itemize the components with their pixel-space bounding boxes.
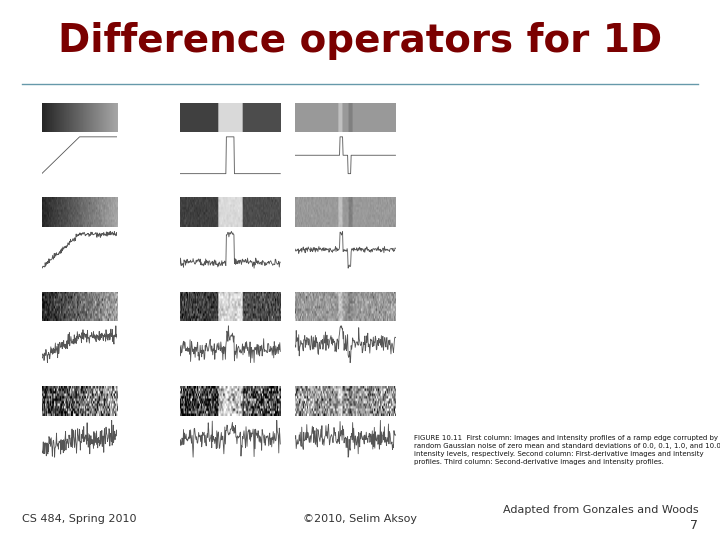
Text: Adapted from Gonzales and Woods: Adapted from Gonzales and Woods (503, 505, 698, 515)
Text: 7: 7 (690, 519, 698, 532)
Text: CS 484, Spring 2010: CS 484, Spring 2010 (22, 515, 136, 524)
Text: Difference operators for 1D: Difference operators for 1D (58, 22, 662, 59)
Text: FIGURE 10.11  First column: Images and intensity profiles of a ramp edge corrupt: FIGURE 10.11 First column: Images and in… (414, 435, 720, 465)
Text: ©2010, Selim Aksoy: ©2010, Selim Aksoy (303, 515, 417, 524)
